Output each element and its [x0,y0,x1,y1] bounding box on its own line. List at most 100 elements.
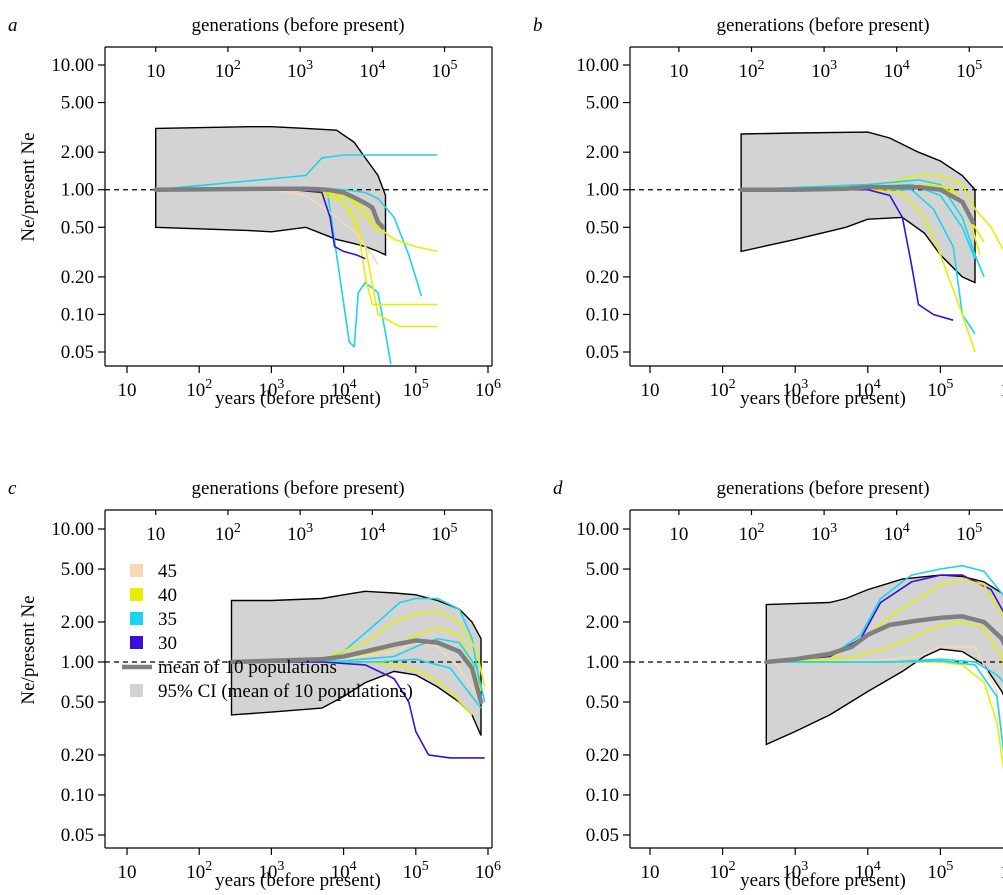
panel-c-y-tick-label: 0.05 [61,825,94,846]
legend-label: 35 [158,609,177,630]
panel-b-x-tick-label: 10 [641,380,660,401]
panel-c-mean-line [229,638,484,705]
panel-b-y-tick-label: 0.20 [586,267,619,288]
panel-c-y-tick-label: 5.00 [61,559,94,580]
panel-d-top-tick-label: 10 [669,524,688,545]
panel-b-y-tick-label: 0.50 [586,217,619,238]
panel-a-top-tick-label: 105 [432,58,458,82]
panel-a-y-tick-label: 0.10 [61,304,94,325]
panel-a-y-tick-label: 10.00 [51,55,94,76]
panel-d-x-tick-label: 104 [855,859,881,883]
panel-d-data-area [630,564,1003,770]
panel-a-plot: 10.00 5.00 2.00 1.00 0.50 0.20 0.10 0.05 10 102 10… [51,46,501,401]
panel-d-y-tick-label: 2.00 [586,612,619,633]
panel-a-y-axis-title: Ne/present Ne [18,132,39,241]
panel-d-y-tick-label: 0.05 [586,825,619,846]
panel-b-label: b [533,15,543,36]
legend-item: 40 [130,585,177,606]
panel-b-y-tick-label: 1.00 [586,180,619,201]
panel-a-x-tick-label: 105 [403,377,429,401]
panel-d-y-tick-label: 1.00 [586,652,619,673]
panel-c-x-tick-label: 102 [186,859,212,883]
panel-a-top-tick-label: 104 [359,58,385,82]
panel-c-x-tick-label: 106 [475,859,501,883]
panel-b-data-area [630,131,1003,353]
panel-c-y-tick-label: 2.00 [61,612,94,633]
panel-a-x-axis-title: years (before present) [215,388,381,409]
panel-c-y-tick-label: 0.10 [61,785,94,806]
panel-b-x-axis-title: years (before present) [740,388,906,409]
panel-d-mean-line [764,614,1003,665]
panel-d-x-tick-label: 10 [641,862,660,883]
panel-b-top-tick-label: 104 [884,58,910,82]
panel-d-x-axis-title: years (before present) [740,870,906,891]
panel-c-x-tick-label: 10 [118,862,137,883]
panel-d-x-tick-label: 105 [927,859,953,883]
panel-d-y-tick-label: 0.50 [586,692,619,713]
panel-d: d generations (before present) years (be… [553,478,1003,891]
panel-c-y-tick-label: 0.20 [61,745,94,766]
panel-a-top-tick-label: 103 [287,58,313,82]
panel-b-y-tick-label: 10.00 [576,55,619,76]
panel-d-y-tick-label: 0.20 [586,745,619,766]
panel-a-x-tick-label: 106 [475,377,501,401]
panel-c-series-8 [231,661,485,759]
panel-b-top-tick-label: 105 [956,58,982,82]
panel-d-top-tick-label: 105 [956,521,982,545]
panel-b-x-tick-label: 104 [855,377,881,401]
panel-b-mean-line [738,184,976,225]
panel-b: b generations (before present) years (be… [533,15,1003,409]
panel-c-frame [104,509,493,849]
panel-d-y-tick-label: 5.00 [586,559,619,580]
panel-b-y-tick-label: 5.00 [586,93,619,114]
panel-c-top-tick-label: 10 [146,524,165,545]
panel-d-top-tick-label: 102 [738,521,764,545]
panel-c-legend: 45 40 35 30 mean of 10 populations 95% CI (me… [122,561,413,702]
panel-d-series-4 [766,621,1003,665]
panel-b-top-tick-label: 10 [669,61,688,82]
panel-c-ci-band [230,590,482,736]
panel-b-x-tick-label: 103 [782,377,808,401]
panel-d-top-tick-label: 104 [884,521,910,545]
panel-d-x-tick-label: 106 [1000,859,1003,883]
panel-a-y-tick-label: 5.00 [61,93,94,114]
panel-a-y-tick-label: 0.50 [61,217,94,238]
legend-swatch [130,564,143,577]
panel-a: a generations (before present) Ne/presen… [8,15,501,409]
panel-a-top-axis-title: generations (before present) [191,15,404,36]
panel-b-y-tick-label: 2.00 [586,142,619,163]
panel-b-ci-band [740,131,976,284]
panel-a-y-tick-label: 0.20 [61,267,94,288]
panel-a-x-tick-label: 103 [258,377,284,401]
panel-d-x-tick-label: 102 [710,859,736,883]
panel-d-y-tick-label: 0.10 [586,785,619,806]
legend-swatch [130,636,143,649]
panel-b-plot: 10.00 5.00 2.00 1.00 0.50 0.20 0.10 0.05 10 102 10… [576,46,1003,401]
panel-c-top-tick-label: 104 [359,521,385,545]
legend-label: mean of 10 populations [158,657,337,678]
legend-swatch [130,612,143,625]
legend-item: 35 [130,609,177,630]
legend-item: 30 [130,633,177,654]
panel-a-series-1 [155,154,438,191]
panel-a-label: a [8,15,18,36]
panel-d-series-1 [766,564,1003,663]
panel-b-y-tick-label: 0.05 [586,342,619,363]
panel-b-series-8 [741,188,954,321]
panel-c-plot: 10.00 5.00 2.00 1.00 0.50 0.20 0.10 0.05 10 102 10… [51,509,501,883]
panel-c-top-tick-label: 105 [432,521,458,545]
panel-b-top-tick-label: 103 [811,58,837,82]
panel-d-plot: 10.00 5.00 2.00 1.00 0.50 0.20 0.10 0.05 10 102 10… [576,509,1003,883]
panel-b-top-axis-title: generations (before present) [716,15,929,36]
panel-c-top-tick-label: 103 [287,521,313,545]
panel-b-y-tick-label: 0.10 [586,304,619,325]
panel-c-x-axis-title: years (before present) [215,870,381,891]
panel-b-x-tick-label: 102 [710,377,736,401]
panel-d-top-axis-title: generations (before present) [716,478,929,499]
legend-label: 30 [158,633,177,654]
legend-label: 45 [158,561,177,582]
panel-c-top-axis-title: generations (before present) [191,478,404,499]
legend-item: mean of 10 populations [122,657,337,678]
panel-d-x-tick-label: 103 [782,859,808,883]
legend-label: 95% CI (mean of 10 populations) [158,681,413,702]
